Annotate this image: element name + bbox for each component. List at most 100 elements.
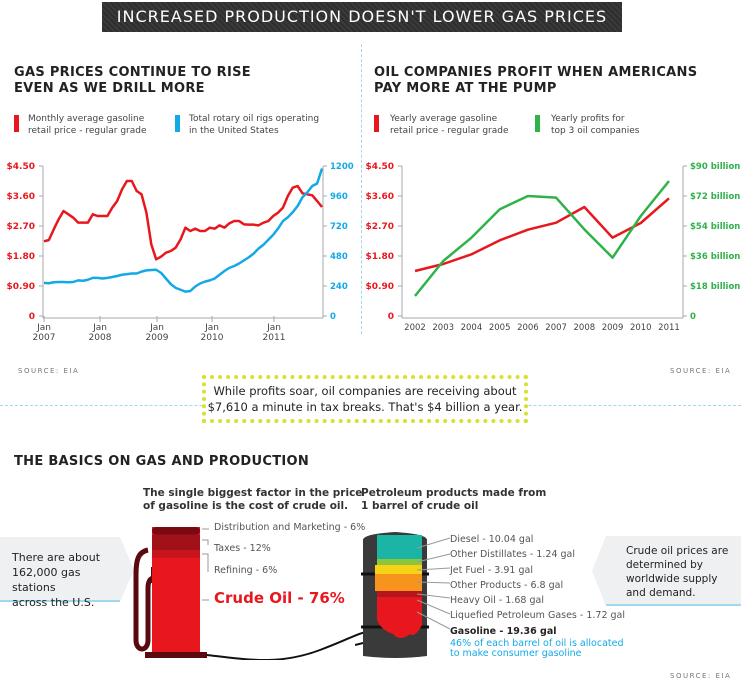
x-tick-label: 2004 [461,323,483,333]
x-tick-label: 2002 [404,323,426,333]
x-tick-label: 2005 [489,323,511,333]
x-tick-label: 2010 [630,323,652,333]
left-heading: GAS PRICES CONTINUE TO RISE EVEN AS WE D… [14,65,251,97]
y-right-tick-label: $72 billion [690,192,740,202]
callout-line: $7,610 a minute in tax breaks. That's $4… [207,400,523,414]
legend-label: Monthly average gasoline [28,114,145,124]
legend-label: in the United States [189,126,279,136]
y-left-tick-label: $1.80 [7,252,35,262]
product-lpg: Liquefied Petroleum Gases - 1.72 gal [450,610,626,622]
x-tick-label-month: Jan [204,323,219,333]
barrel-title-line: 1 barrel of crude oil [361,500,479,512]
legend-swatch-red [374,115,379,132]
left-source: SOURCE: EIA [18,367,80,375]
y-right-tick-label: 480 [330,252,348,262]
chart-gas-vs-rigs: 0 $0.90 $1.80 $2.70 $3.60 $4.50 0 240 480 720 960 1… [7,162,354,343]
chart-price-vs-profits: 0 $0.90 $1.80 $2.70 $3.60 $4.50 0 $18 billion $3… [366,162,741,333]
x-tick-label-month: Jan [92,323,107,333]
legend-label: retail price - regular grade [28,126,147,136]
x-tick-label-year: 2011 [263,333,286,343]
tax-break-callout: While profits soar, oil companies are re… [202,375,528,423]
bubble-line: Crude oil prices are [626,545,729,557]
y-right-tick-label: 0 [330,312,336,322]
pump-base [145,652,207,658]
callout-line: While profits soar, oil companies are re… [213,384,517,398]
legend-yearly-price: Yearly average gasoline retail price - r… [374,113,540,137]
pipeline-end [355,642,364,646]
legend-swatch-blue [175,115,180,132]
y-left-tick-label: 0 [29,312,35,322]
basics-heading: THE BASICS ON GAS AND PRODUCTION [14,454,310,469]
product-gasoline: Gasoline - 19.36 gal [450,625,557,637]
vertical-divider [361,44,362,334]
bubble-line: across the U.S. [12,596,95,609]
product-other-products: Other Products - 6.8 gal [450,579,564,591]
x-tick-label-year: 2007 [33,333,56,343]
pump-title-line: The single biggest factor in the price [143,487,363,499]
pump-label-crude-oil: Crude Oil - 76% [214,589,345,607]
y-left-tick-label: $2.70 [7,222,35,232]
y-right-tick-label: 1200 [330,162,354,172]
gasoline-note: 46% of each barrel of oil is allocated t… [450,639,625,659]
gasoline-note-line: to make consumer gasoline [450,648,582,660]
x-tick-label-year: 2008 [89,333,112,343]
x-tick-label: 2006 [517,323,539,333]
right-heading: OIL COMPANIES PROFIT WHEN AMERICANS PAY … [374,65,697,97]
legend-oil-rigs: Total rotary oil rigs operating in the U… [175,113,349,137]
product-diesel: Diesel - 10.04 gal [450,534,534,545]
bubble-line: worldwide supply [626,573,718,585]
barrel-layer-gasoline [377,597,422,638]
y-left-tick-label: $0.90 [366,282,394,292]
right-heading-line-2: PAY MORE AT THE PUMP [374,81,557,96]
y-right-tick-label: 240 [330,282,348,292]
y-right-tick-label: $90 billion [690,162,740,172]
legend-label: retail price - regular grade [390,126,509,136]
pump-leaders [202,528,209,601]
x-tick-label-year: 2009 [146,333,169,343]
left-heading-line-1: GAS PRICES CONTINUE TO RISE [14,65,251,80]
right-heading-line-1: OIL COMPANIES PROFIT WHEN AMERICANS [374,65,698,80]
legend-oil-profits: Yearly profits for top 3 oil companies [535,113,701,137]
x-tick-label-year: 2010 [201,333,224,343]
barrel-title-line: Petroleum products made from [361,487,547,499]
gasoline-note-line: 46% of each barrel of oil is allocated [450,638,624,650]
y-left-tick-label: $0.90 [7,282,35,292]
y-right-tick-label: $18 billion [690,282,740,292]
barrel-product-list: Diesel - 10.04 gal Other Distillates - 1… [450,532,625,659]
y-left-tick-label: $3.60 [7,192,35,202]
y-right-tick-label: 720 [330,222,348,232]
pump-segment-refining [152,550,200,558]
barrel-layer-other-distillates [377,559,422,565]
barrel-title: Petroleum products made from 1 barrel of… [361,487,546,513]
pump-title: The single biggest factor in the price o… [143,487,362,513]
y-left-tick-label: $2.70 [366,222,394,232]
bubble-line: 162,000 gas stations [12,566,81,594]
pump-label-taxes: Taxes - 12% [214,543,271,554]
bubble-line: and demand. [626,587,696,599]
basics-source: SOURCE: EIA [670,672,732,680]
barrel-leaders [416,537,451,630]
pump-title-line: of gasoline is the cost of crude oil. [143,500,349,512]
legend-gas-price: Monthly average gasoline retail price - … [14,113,188,137]
legend-label: Total rotary oil rigs operating [189,114,320,124]
series-line-price [414,197,670,273]
supply-demand-bubble: Crude oil prices are determined by world… [606,536,741,606]
y-right-tick-label: $54 billion [690,222,740,232]
main-title: INCREASED PRODUCTION DOESN'T LOWER GAS P… [102,2,622,32]
barrel-layer-jet-fuel [375,565,422,574]
series-line-price [43,179,323,261]
x-tick-label-month: Jan [266,323,281,333]
y-left-tick-label: $4.50 [366,162,394,172]
x-tick-label: 2011 [658,323,680,333]
pump-segment-taxes [152,534,200,551]
x-tick-label-month: Jan [149,323,164,333]
product-jet-fuel: Jet Fuel - 3.91 gal [450,564,533,576]
x-tick-label: 2009 [602,323,624,333]
bubble-arrow [592,536,606,606]
y-left-tick-label: $4.50 [7,162,35,172]
series-line-secondary [43,168,324,293]
y-left-tick-label: $3.60 [366,192,394,202]
legend-swatch-green [535,115,540,132]
barrel-layer-other-products [375,574,422,591]
